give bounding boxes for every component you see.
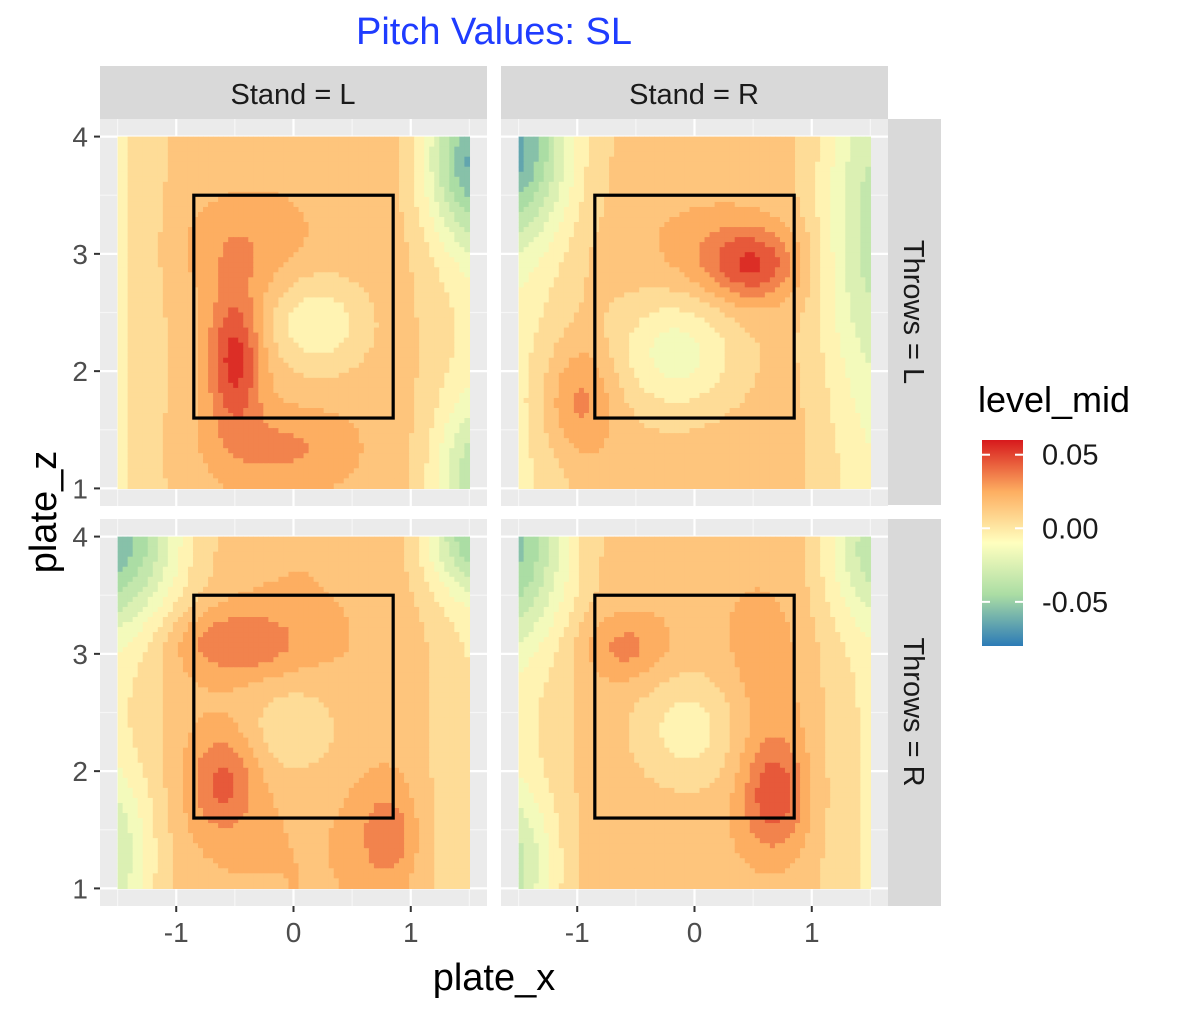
legend-label: 0.05 [1042,440,1098,472]
y-tick-label: 4 [72,522,88,553]
strip-top-right: Stand = R [501,66,888,119]
strike-zone [593,593,796,820]
x-tick-label: 1 [403,917,419,948]
strip-right-bottom: Throws = R [888,519,941,906]
legend-label: 0.00 [1042,513,1098,545]
legend-label: -0.05 [1042,587,1108,619]
y-tick-label: 2 [72,356,88,387]
density-field [117,136,471,490]
x-tick-label: 0 [687,917,703,948]
y-tick-label: 1 [72,873,88,904]
legend: level_mid 0.05 0.00 -0.05 [978,379,1130,646]
panel-l-stand-l-throws [100,119,487,506]
strip-right-top: Throws = L [888,119,941,505]
strip-label-throws-r: Throws = R [897,637,929,786]
legend-colorbar [982,440,1023,646]
density-field [518,536,872,890]
panels-layer [100,119,888,906]
strike-zone [593,193,796,420]
y-tick-label: 4 [72,122,88,153]
y-axis: 1 2 3 4 1 2 3 4 [72,122,100,904]
strike-zone [192,193,395,420]
x-axis-title: plate_x [433,957,556,999]
x-tick-label: 0 [286,917,302,948]
strip-label-throws-l: Throws = L [897,240,929,384]
y-tick-label: 3 [72,239,88,270]
x-tick-label: -1 [164,917,189,948]
strike-zone [192,593,395,820]
strip-label-stand-l: Stand = L [231,79,356,111]
x-tick-label: -1 [565,917,590,948]
panel-l-stand-r-throws [100,519,487,906]
density-field [117,536,471,890]
y-axis-title: plate_z [23,451,65,574]
y-tick-label: 3 [72,639,88,670]
panel-r-stand-r-throws [501,519,888,906]
strip-top-left: Stand = L [100,66,487,119]
strip-label-stand-r: Stand = R [629,79,759,111]
y-tick-label: 1 [72,473,88,504]
density-field [518,136,872,490]
legend-title: level_mid [978,379,1130,420]
x-tick-label: 1 [804,917,820,948]
panel-r-stand-l-throws [501,119,888,506]
y-tick-label: 2 [72,756,88,787]
x-axis: -1 0 1 -1 0 1 [164,906,820,948]
chart-title: Pitch Values: SL [356,11,632,53]
